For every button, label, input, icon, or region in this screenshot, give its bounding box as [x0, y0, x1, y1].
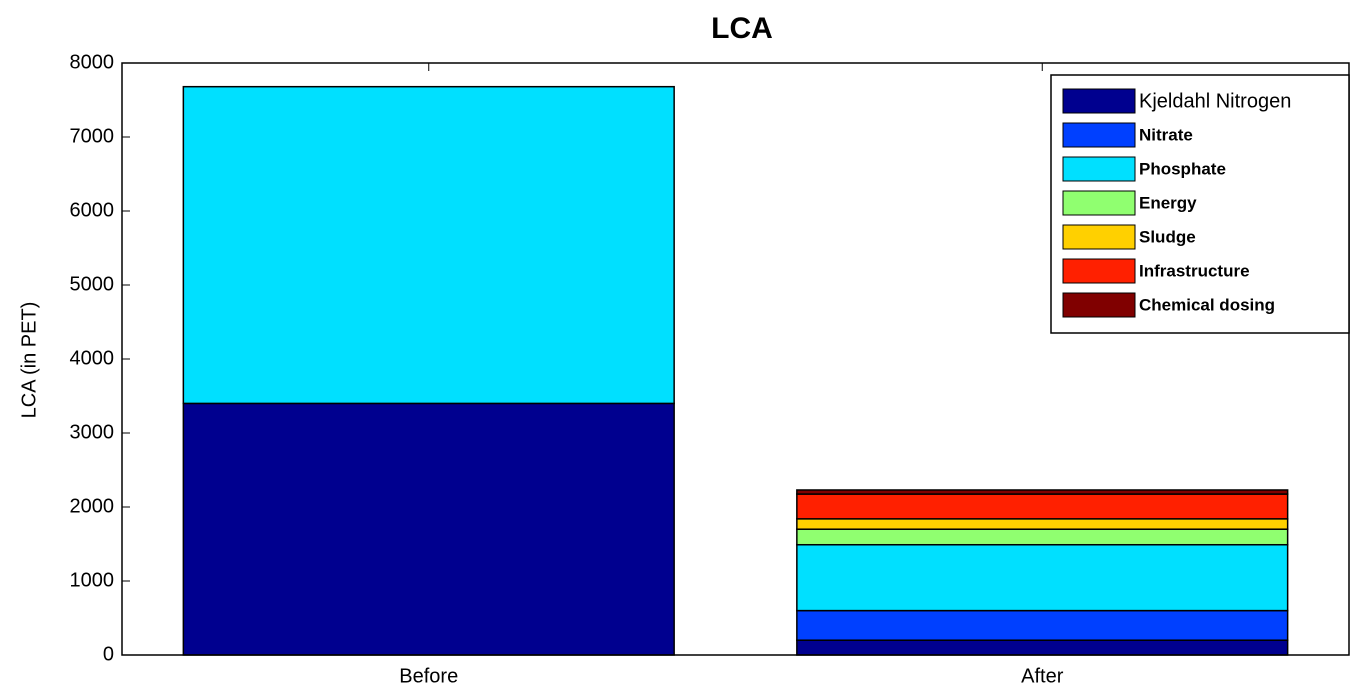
legend-label: Infrastructure	[1139, 261, 1250, 280]
legend-label: Kjeldahl Nitrogen	[1139, 90, 1291, 112]
bar-segment	[796, 518, 1289, 530]
y-tick-label: 7000	[70, 125, 115, 147]
plot-frame	[121, 62, 1350, 656]
legend-swatch	[1062, 190, 1136, 216]
y-axis-label: LCA (in PET)	[18, 302, 40, 419]
bar-segment	[182, 85, 675, 405]
legend-swatch	[1062, 258, 1136, 284]
bar-segment	[796, 528, 1289, 546]
legend-swatch	[1062, 156, 1136, 182]
legend-swatch	[1062, 88, 1136, 114]
bar-segment	[796, 639, 1289, 656]
y-tick-label: 3000	[70, 421, 115, 443]
bar-segment	[796, 609, 1289, 641]
legend-label: Chemical dosing	[1139, 295, 1275, 314]
y-tick-label: 5000	[70, 273, 115, 295]
y-tick-label: 1000	[70, 569, 115, 591]
x-tick-label: Before	[399, 665, 458, 687]
legend-label: Sludge	[1139, 227, 1196, 246]
bar-segment	[796, 493, 1289, 520]
y-tick-label: 2000	[70, 495, 115, 517]
chart-title: LCA	[711, 12, 773, 45]
y-tick-label: 8000	[70, 51, 115, 73]
bar-segment	[796, 489, 1289, 495]
legend-swatch	[1062, 224, 1136, 250]
y-tick-label: 6000	[70, 199, 115, 221]
legend-swatch	[1062, 292, 1136, 318]
x-tick-label: After	[1021, 665, 1064, 687]
legend-swatch	[1062, 122, 1136, 148]
y-tick-label: 4000	[70, 347, 115, 369]
legend-label: Energy	[1139, 193, 1197, 212]
bar-segment	[182, 402, 675, 656]
legend-label: Phosphate	[1139, 159, 1226, 178]
legend-label: Nitrate	[1139, 125, 1193, 144]
bar-segment	[796, 543, 1289, 612]
y-tick-label: 0	[103, 643, 114, 665]
